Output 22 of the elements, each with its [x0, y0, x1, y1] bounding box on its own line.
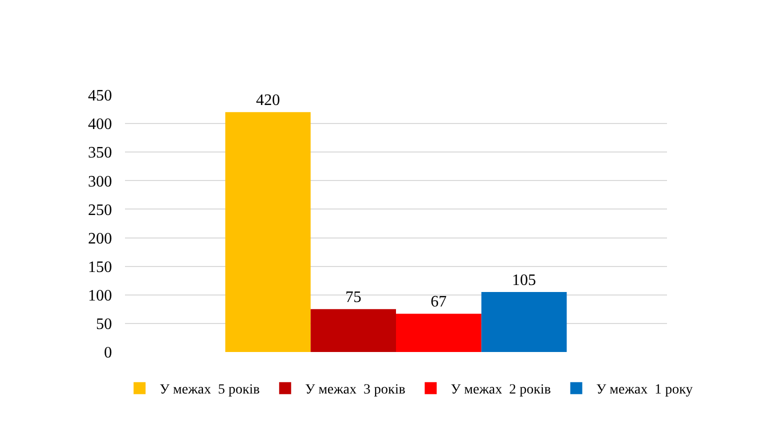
data-label: 67 [430, 294, 447, 311]
y-tick-label: 100 [88, 287, 112, 304]
legend-label: У межах 1 року [596, 382, 693, 398]
y-tick-label: 450 [88, 88, 112, 105]
bar [396, 314, 482, 352]
y-tick-label: 350 [88, 144, 112, 162]
y-tick-label: 150 [88, 258, 112, 276]
data-label: 420 [256, 92, 280, 110]
y-tick-label: 300 [88, 173, 112, 190]
y-tick-label: 400 [88, 116, 112, 134]
y-tick-label: 200 [88, 230, 112, 248]
y-tick-label: 50 [96, 316, 112, 334]
bar [481, 292, 567, 352]
bar [225, 112, 311, 352]
y-tick-label: 0 [104, 344, 112, 362]
y-tick-label: 250 [88, 202, 112, 219]
bar [310, 309, 396, 352]
legend-label: У межах 2 років [450, 382, 552, 398]
data-label: 105 [512, 272, 536, 290]
data-label: 75 [345, 289, 362, 306]
legend-label: У межах 3 років [305, 382, 406, 398]
legend-label: У межах 5 років [160, 382, 260, 398]
